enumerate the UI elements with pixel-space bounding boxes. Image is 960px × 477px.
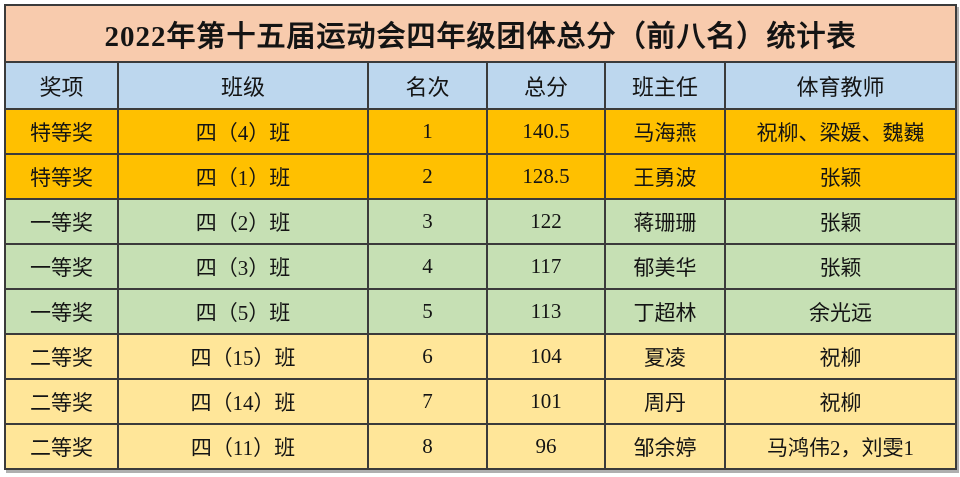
- cell-score: 96: [486, 423, 606, 470]
- title-row: 2022年第十五届运动会四年级团体总分（前八名）统计表: [3, 4, 958, 63]
- cell-pe-teacher: 祝柳、梁媛、魏巍: [723, 108, 958, 155]
- cell-score: 113: [486, 288, 606, 335]
- cell-pe-teacher: 张颖: [723, 243, 958, 290]
- col-header-score: 总分: [486, 61, 606, 110]
- cell-head-teacher: 丁超林: [604, 288, 726, 335]
- header-row: 奖项 班级 名次 总分 班主任 体育教师: [4, 61, 958, 110]
- cell-class: 四（3）班: [117, 243, 369, 290]
- table-row: 特等奖 四（1）班 2 128.5 王勇波 张颖: [4, 153, 958, 200]
- cell-class: 四（1）班: [117, 153, 369, 200]
- cell-score: 140.5: [486, 108, 606, 155]
- cell-award: 一等奖: [4, 198, 119, 245]
- cell-award: 二等奖: [4, 333, 119, 380]
- cell-rank: 7: [367, 378, 488, 425]
- cell-class: 四（5）班: [117, 288, 369, 335]
- cell-rank: 3: [367, 198, 488, 245]
- cell-score: 104: [486, 333, 606, 380]
- cell-award: 特等奖: [4, 153, 119, 200]
- cell-rank: 8: [367, 423, 488, 470]
- page-title: 2022年第十五届运动会四年级团体总分（前八名）统计表: [3, 4, 958, 63]
- cell-rank: 2: [367, 153, 488, 200]
- cell-class: 四（15）班: [117, 333, 369, 380]
- cell-rank: 1: [367, 108, 488, 155]
- cell-class: 四（4）班: [117, 108, 369, 155]
- cell-rank: 5: [367, 288, 488, 335]
- col-header-class: 班级: [117, 61, 369, 110]
- table-row: 一等奖 四（3）班 4 117 郁美华 张颖: [4, 243, 958, 290]
- cell-class: 四（2）班: [117, 198, 369, 245]
- cell-award: 特等奖: [4, 108, 119, 155]
- cell-award: 二等奖: [4, 378, 119, 425]
- col-header-rank: 名次: [367, 61, 488, 110]
- table-row: 一等奖 四（2）班 3 122 蒋珊珊 张颖: [4, 198, 958, 245]
- cell-score: 117: [486, 243, 606, 290]
- col-header-award: 奖项: [4, 61, 119, 110]
- table-row: 二等奖 四（15）班 6 104 夏凌 祝柳: [4, 333, 958, 380]
- spreadsheet-area: 2022年第十五届运动会四年级团体总分（前八名）统计表 奖项 班级 名次 总分 …: [3, 4, 958, 470]
- cell-pe-teacher: 祝柳: [723, 333, 958, 380]
- col-header-pe-teacher: 体育教师: [723, 61, 958, 110]
- cell-score: 101: [486, 378, 606, 425]
- cell-head-teacher: 王勇波: [604, 153, 726, 200]
- cell-head-teacher: 夏凌: [604, 333, 726, 380]
- cell-award: 一等奖: [4, 288, 119, 335]
- cell-rank: 6: [367, 333, 488, 380]
- cell-class: 四（14）班: [117, 378, 369, 425]
- cell-award: 二等奖: [4, 423, 119, 470]
- cell-pe-teacher: 余光远: [723, 288, 958, 335]
- score-table: 2022年第十五届运动会四年级团体总分（前八名）统计表 奖项 班级 名次 总分 …: [3, 4, 958, 470]
- cell-award: 一等奖: [4, 243, 119, 290]
- cell-pe-teacher: 张颖: [723, 153, 958, 200]
- cell-score: 128.5: [486, 153, 606, 200]
- cell-score: 122: [486, 198, 606, 245]
- cell-head-teacher: 蒋珊珊: [604, 198, 726, 245]
- cell-class: 四（11）班: [117, 423, 369, 470]
- table-row: 特等奖 四（4）班 1 140.5 马海燕 祝柳、梁媛、魏巍: [4, 108, 958, 155]
- cell-pe-teacher: 马鸿伟2，刘雯1: [723, 423, 958, 470]
- table-row: 二等奖 四（14）班 7 101 周丹 祝柳: [4, 378, 958, 425]
- cell-head-teacher: 邹余婷: [604, 423, 726, 470]
- cell-head-teacher: 马海燕: [604, 108, 726, 155]
- cell-head-teacher: 周丹: [604, 378, 726, 425]
- table-row: 一等奖 四（5）班 5 113 丁超林 余光远: [4, 288, 958, 335]
- cell-rank: 4: [367, 243, 488, 290]
- col-header-head-teacher: 班主任: [604, 61, 726, 110]
- cell-head-teacher: 郁美华: [604, 243, 726, 290]
- table-row: 二等奖 四（11）班 8 96 邹余婷 马鸿伟2，刘雯1: [4, 423, 958, 470]
- cell-pe-teacher: 祝柳: [723, 378, 958, 425]
- cell-pe-teacher: 张颖: [723, 198, 958, 245]
